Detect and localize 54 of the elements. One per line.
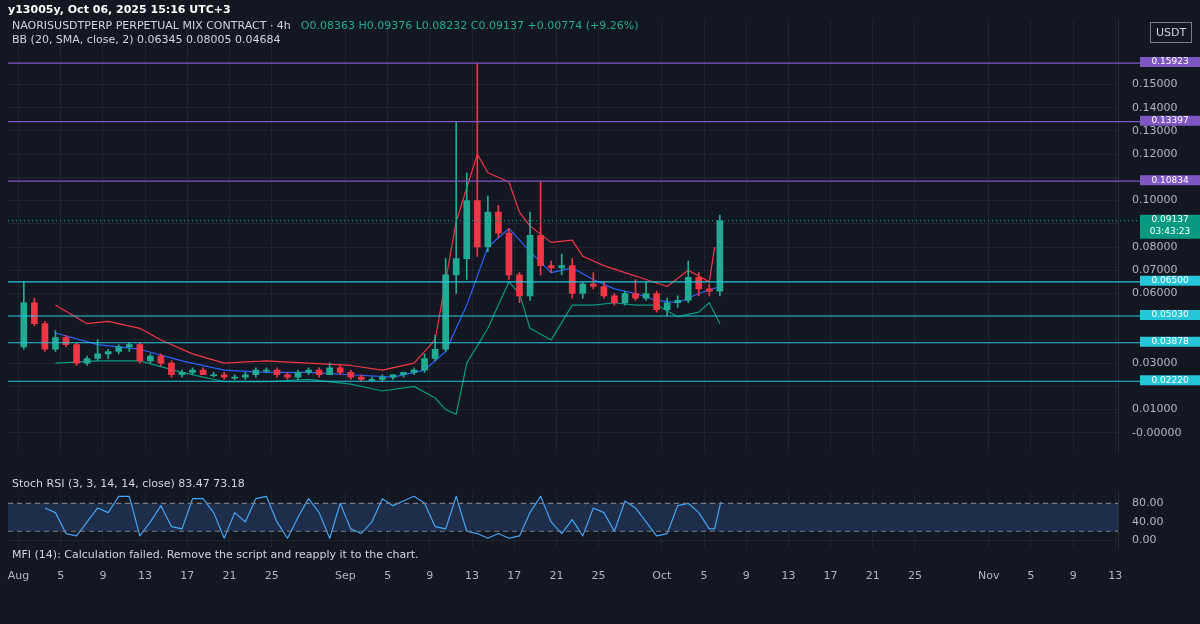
x-tick-label: 9 [742,569,750,583]
y-tick-label: 0.03000 [1132,356,1178,370]
y-tick-label: 0.12000 [1132,147,1178,160]
x-tick-label: 17 [823,569,838,583]
ref-line-label: 0.03878 [1151,336,1189,347]
y-tick-label: 0.14000 [1132,100,1178,114]
y-tick-label: 0.13000 [1132,123,1178,137]
y-tick-label: 40.00 [1132,514,1164,528]
x-tick-label: 5 [700,569,708,583]
text: MFI (14): Calculation failed. Remove the script and reapply it to the chart. [12,548,419,561]
y-tick-label: 0.07000 [1132,263,1178,277]
x-tick-label: Nov [978,569,1001,583]
y-tick-label: 0.06000 [1132,286,1178,300]
ref-line-label: 0.09137 03:43:23 [1149,213,1191,236]
x-tick-label: 13 [1108,569,1123,583]
chart-title: Stoch RSI (3, 3, 14, 14, close) 83.47 73.18 [12,477,245,490]
x-tick-label: 5 [1027,569,1035,583]
text: USDT [1150,22,1193,43]
x-tick-label: 21 [549,569,564,583]
y-tick-label: -0.00000 [1132,425,1182,439]
chart-title: NAORISUSDTPERP PERPETUAL MIX CONTRACT · 4h [12,19,291,32]
x-tick-label: Sep [335,569,356,583]
x-tick-label: 13 [138,569,153,583]
x-tick-label: 13 [781,569,796,583]
ref-line-label: 0.02220 [1151,374,1189,385]
ref-line-label: 0.05030 [1151,309,1189,320]
x-tick-label: Oct [652,569,673,583]
y-tick-label: 0.00 [1132,533,1157,547]
x-tick-label: 17 [180,569,195,583]
chart-subtitle: O0.08363 H0.09376 L0.08232 C0.09137 +0.00774 (+9.26%) [300,19,639,32]
x-tick-label: 17 [507,569,522,583]
y-tick-label: 0.08000 [1132,239,1178,253]
y-tick-label: 80.00 [1132,496,1164,510]
ref-line-label: 0.06500 [1151,275,1189,286]
x-tick-label: 25 [907,569,922,583]
annotation: BB (20, SMA, close, 2) 0.06345 0.08005 0.04684 [12,33,281,46]
ref-line-label: 0.10834 [1151,174,1189,185]
ref-line-label: 0.15923 [1151,56,1189,67]
y-tick-label: 0.15000 [1132,77,1178,91]
x-tick-label: 21 [222,569,237,583]
x-tick-label: 9 [426,569,434,583]
x-tick-label: 5 [57,569,65,583]
x-tick-label: 9 [1069,569,1077,583]
x-tick-label: 13 [465,569,480,583]
x-tick-label: 21 [865,569,880,583]
ref-line-label: 0.13397 [1151,115,1189,126]
x-tick-label: 25 [591,569,606,583]
y-tick-label: 0.01000 [1132,402,1178,416]
x-tick-label: Aug [7,569,30,583]
x-tick-label: 9 [99,569,107,583]
text: y13005y, Oct 06, 2025 15:16 UTC+3 [8,3,231,16]
x-tick-label: 5 [384,569,392,583]
x-tick-label: 25 [264,569,279,583]
y-tick-label: 0.10000 [1132,193,1178,207]
